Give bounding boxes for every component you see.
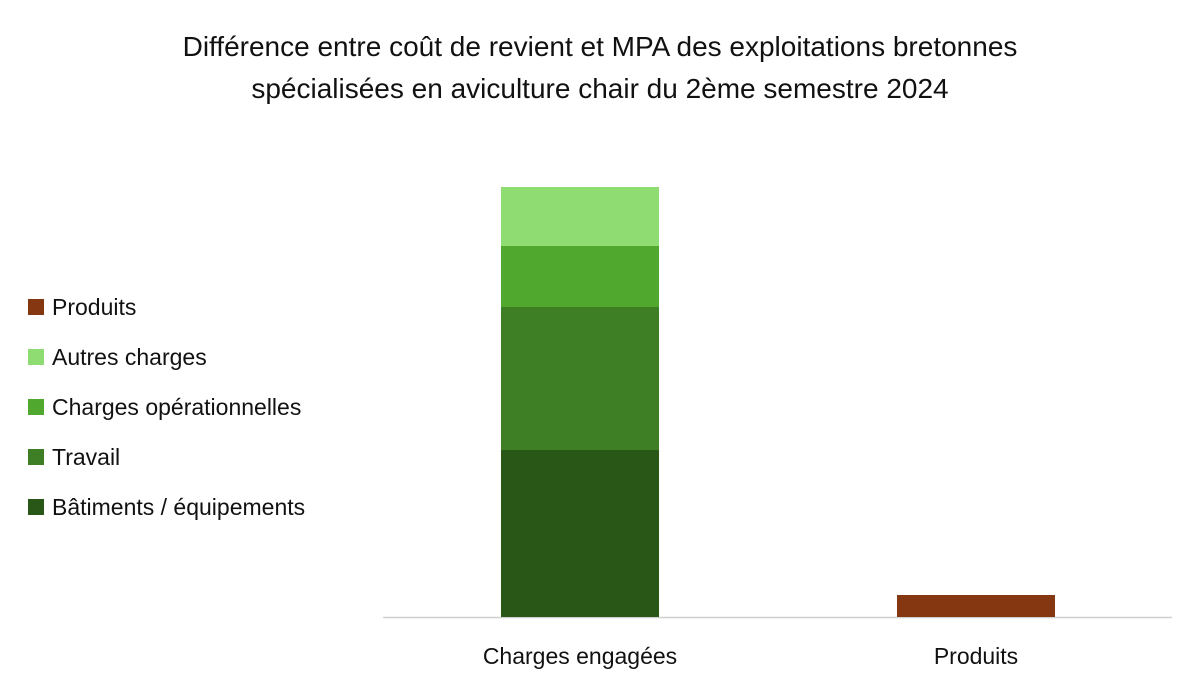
legend-label: Travail bbox=[52, 443, 121, 470]
legend-label: Produits bbox=[52, 293, 137, 320]
legend-item: Charges opérationnelles bbox=[28, 382, 305, 432]
bar-segment-produits bbox=[897, 595, 1055, 617]
bar-segment-b-timents-quipements bbox=[501, 450, 659, 617]
legend: Produits Autres charges Charges opérationn… bbox=[28, 282, 305, 532]
legend-swatch bbox=[28, 349, 44, 365]
legend-swatch bbox=[28, 399, 44, 415]
legend-swatch bbox=[28, 299, 44, 315]
legend-label: Charges opérationnelles bbox=[52, 393, 302, 420]
chart-title-line-1: Différence entre coût de revient et MPA … bbox=[182, 31, 1018, 62]
legend-label: Bâtiments / équipements bbox=[52, 493, 306, 520]
legend-item: Produits bbox=[28, 282, 305, 332]
legend-swatch bbox=[28, 499, 44, 515]
legend-label: Autres charges bbox=[52, 343, 207, 370]
bar-segment-charges-op-rationnelles bbox=[501, 246, 659, 307]
legend-swatch bbox=[28, 449, 44, 465]
bar-segment-travail bbox=[501, 307, 659, 450]
chart-title-line-2: spécialisées en aviculture chair du 2ème… bbox=[251, 73, 949, 104]
bar-segment-autres-charges bbox=[501, 187, 659, 246]
legend-item: Autres charges bbox=[28, 332, 305, 382]
legend-item: Bâtiments / équipements bbox=[28, 482, 305, 532]
x-tick-label: Produits bbox=[934, 643, 1018, 669]
legend-item: Travail bbox=[28, 432, 305, 482]
x-tick-label: Charges engagées bbox=[483, 643, 677, 669]
chart-title: Différence entre coût de revient et MPA … bbox=[0, 26, 1200, 110]
